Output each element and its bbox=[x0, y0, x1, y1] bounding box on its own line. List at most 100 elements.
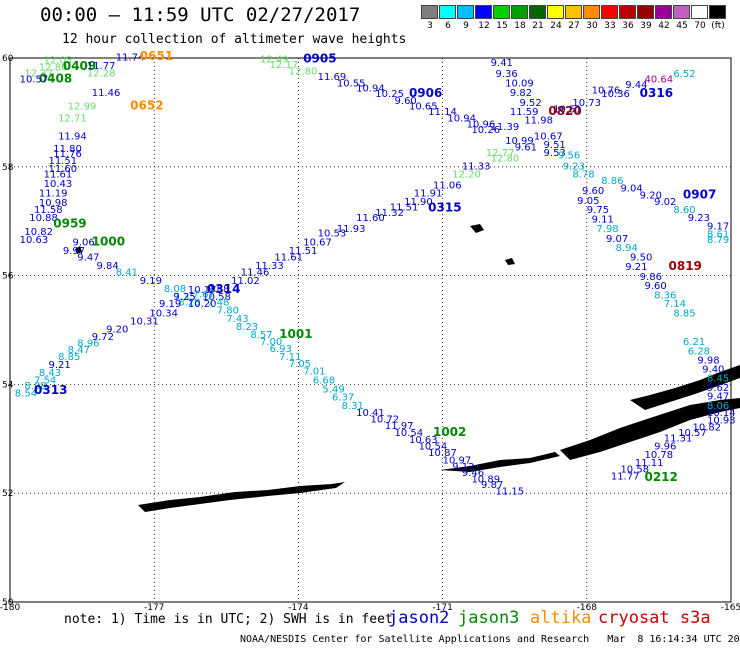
map-grid bbox=[9, 57, 732, 603]
legend-swatch bbox=[493, 5, 510, 19]
wave-height-value: 10.94 bbox=[447, 114, 476, 125]
wave-height-value: 11.51 bbox=[48, 156, 77, 167]
wave-height-value: 9.21 bbox=[625, 262, 647, 273]
wave-height-value: 7.35 bbox=[173, 292, 195, 303]
pass-time-label: 0819 bbox=[669, 259, 702, 273]
lon-tick-label: -165 bbox=[721, 603, 740, 613]
pass-time-label: 1000 bbox=[92, 235, 125, 249]
legend-swatch bbox=[709, 5, 726, 19]
wave-height-value: 7.54 bbox=[34, 375, 56, 386]
wave-height-value: 11.94 bbox=[58, 132, 87, 143]
wave-height-value: 9.40 bbox=[702, 364, 724, 375]
wave-height-value: 10.54 bbox=[395, 428, 424, 439]
wave-height-value: 9.44 bbox=[625, 80, 647, 91]
wave-height-value: 12.71 bbox=[58, 114, 87, 125]
wave-height-value: 10.58 bbox=[202, 292, 231, 303]
wave-height-value: 8.57 bbox=[250, 330, 272, 341]
wave-height-value: 40.64 bbox=[644, 74, 673, 85]
lon-tick-label: -171 bbox=[432, 603, 452, 613]
wave-height-value: 9.47 bbox=[77, 252, 99, 263]
wave-height-value: 11.51 bbox=[289, 246, 318, 257]
pass-time-label: 0315 bbox=[428, 200, 461, 214]
landmasses bbox=[75, 224, 740, 512]
pass-time-label: 0652 bbox=[130, 99, 163, 113]
map-subtitle: 12 hour collection of altimeter wave hei… bbox=[62, 32, 407, 47]
legend-swatch bbox=[439, 5, 456, 19]
wave-height-value: 11.74 bbox=[116, 53, 145, 64]
pass-time-label: 0212 bbox=[644, 470, 677, 484]
legend-swatch bbox=[565, 5, 582, 19]
legend-swatch bbox=[691, 5, 708, 19]
wave-height-value: 9.36 bbox=[495, 69, 517, 80]
wave-height-value: 9.19 bbox=[159, 299, 181, 310]
wave-height-value: 10.63 bbox=[409, 435, 438, 446]
wave-height-value: 11.14 bbox=[428, 107, 457, 118]
wave-height-value: 9.20 bbox=[640, 190, 662, 201]
wave-height-value: 6.28 bbox=[688, 346, 710, 357]
satellite-legend-jason3: jason3 bbox=[458, 608, 520, 628]
map-title: 00:00 – 11:59 UTC 02/27/2017 bbox=[40, 4, 361, 26]
wave-height-value: 10.57 bbox=[678, 428, 707, 439]
lon-tick-label: -180 bbox=[0, 603, 20, 613]
legend-label: 24 bbox=[550, 21, 562, 31]
legend-swatch bbox=[529, 5, 546, 19]
wave-height-value: 9.56 bbox=[558, 151, 580, 162]
pass-time-label: 1001 bbox=[279, 327, 312, 341]
legend-swatch bbox=[475, 5, 492, 19]
lat-tick-label: 52 bbox=[2, 489, 13, 499]
wave-height-value: 11.90 bbox=[404, 197, 433, 208]
wave-height-value: 9.07 bbox=[606, 234, 628, 245]
alaska-peninsula bbox=[630, 365, 740, 410]
wave-height-value: 9.86 bbox=[640, 272, 662, 283]
lon-tick-label: -168 bbox=[577, 603, 598, 613]
wave-height-value: 10.96 bbox=[467, 120, 496, 131]
pass-time-label: 0651 bbox=[140, 49, 173, 63]
legend-swatch bbox=[619, 5, 636, 19]
lat-tick-label: 56 bbox=[2, 272, 14, 282]
wave-height-value: 12.80 bbox=[491, 153, 520, 164]
wave-height-value: 8.31 bbox=[342, 401, 364, 412]
wave-height-value: 11.51 bbox=[390, 202, 419, 213]
legend-label: 12 bbox=[478, 21, 490, 31]
wave-height-value: 9.25 bbox=[173, 292, 195, 303]
wave-height-value: 9.75 bbox=[587, 205, 609, 216]
wave-height-value: 11.11 bbox=[635, 458, 664, 469]
wave-height-value: 8.54 bbox=[15, 388, 37, 399]
pass-time-label: 0409 bbox=[63, 59, 96, 73]
wave-height-value: 10.78 bbox=[644, 450, 673, 461]
wave-height-value: 10.43 bbox=[44, 179, 73, 190]
legend-label: 42 bbox=[658, 21, 670, 31]
wave-height-value: 12.05 bbox=[44, 55, 73, 66]
wave-height-value: 8.94 bbox=[616, 243, 638, 254]
wave-height-value: 10.73 bbox=[572, 98, 601, 109]
wave-height-value: 10.17 bbox=[188, 285, 217, 296]
wave-height-value: 10.55 bbox=[337, 78, 366, 89]
wave-height-value: 12.80 bbox=[39, 63, 68, 74]
legend-swatch bbox=[655, 5, 672, 19]
wave-height-value: 10.54 bbox=[419, 442, 448, 453]
wave-height-value: 8.28 bbox=[178, 298, 200, 309]
wave-height-value: 9.62 bbox=[707, 383, 729, 394]
satellite-legend-altika: altika bbox=[530, 608, 592, 628]
wave-height-value: 11.32 bbox=[375, 208, 404, 219]
wave-height-value: 8.79 bbox=[707, 235, 729, 246]
wave-height-value: 7.98 bbox=[596, 224, 618, 235]
wave-height-value: 6.21 bbox=[683, 337, 705, 348]
color-legend bbox=[421, 5, 727, 19]
wave-height-value: 11.33 bbox=[255, 261, 284, 272]
wave-height-value: 8.45 bbox=[707, 374, 729, 385]
wave-height-value: 10.88 bbox=[29, 213, 58, 224]
wave-height-value: 10.51 bbox=[553, 104, 582, 115]
wave-height-value: 9.11 bbox=[592, 214, 614, 225]
wave-height-value: 8.96 bbox=[77, 338, 99, 349]
wave-height-value: 12.28 bbox=[87, 68, 116, 79]
wave-height-value: 6.52 bbox=[673, 69, 695, 80]
wave-height-value: 12.80 bbox=[289, 66, 318, 77]
wave-height-value: 11.77 bbox=[87, 61, 116, 72]
satellite-legend-jason2: jason2 bbox=[388, 608, 450, 628]
wave-height-value: 9.60 bbox=[644, 281, 666, 292]
wave-height-value: 9.82 bbox=[510, 88, 532, 99]
pass-time-label: 0907 bbox=[683, 187, 716, 201]
wave-height-value: 7.14 bbox=[664, 299, 686, 310]
